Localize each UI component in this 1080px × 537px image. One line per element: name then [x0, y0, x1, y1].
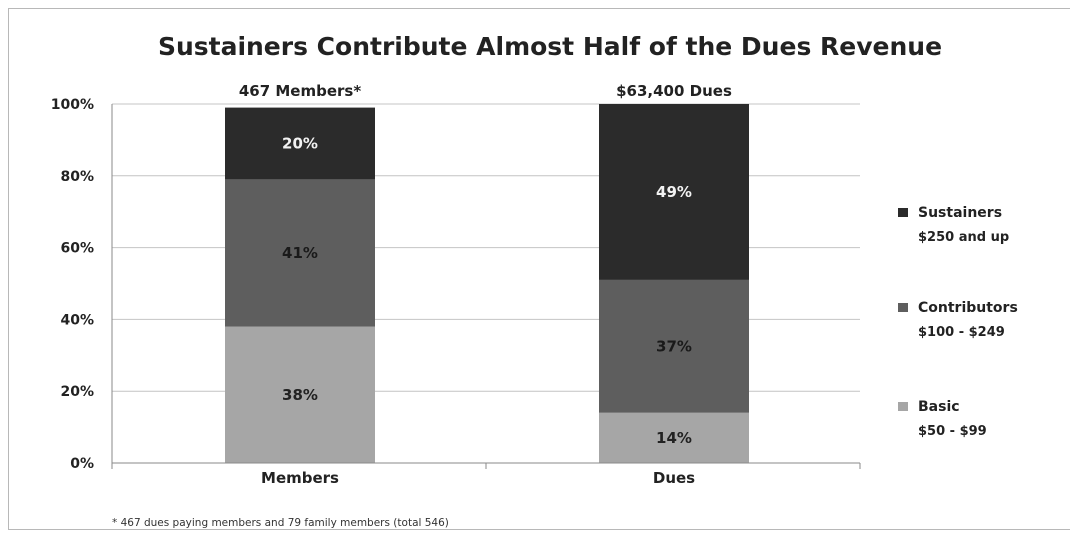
bar-total-label: 467 Members* — [239, 82, 361, 100]
bar-segment-contributors — [599, 279, 749, 413]
bar-segment-sustainers — [599, 104, 749, 280]
data-label: 49% — [656, 183, 692, 201]
x-category-label: Dues — [653, 469, 695, 487]
chart-frame — [8, 8, 1070, 530]
data-label: 14% — [656, 429, 692, 447]
bar-segment-sustainers — [225, 107, 375, 180]
legend-label: Contributors — [918, 300, 1018, 316]
data-label: 20% — [282, 134, 318, 152]
bars: 38% 41% 20% 467 Members* 14% 37% 49% $63,400 Du… — [225, 82, 749, 463]
y-tick-label: 40% — [60, 312, 94, 328]
y-tick-label: 20% — [60, 384, 94, 400]
chart-title: Sustainers Contribute Almost Half of the… — [158, 32, 942, 61]
bar-segment-basic — [225, 326, 375, 463]
bar-segment-basic — [599, 412, 749, 463]
bar-segment-contributors — [225, 179, 375, 327]
legend-swatch-contributors — [898, 303, 908, 312]
legend-label: Basic — [918, 399, 960, 415]
y-tick-label: 100% — [51, 97, 94, 113]
y-tick-label: 80% — [60, 169, 94, 185]
legend-range: $50 - $99 — [918, 424, 987, 439]
legend-label: Sustainers — [918, 205, 1002, 221]
legend-swatch-basic — [898, 402, 908, 411]
legend-range: $100 - $249 — [918, 325, 1005, 340]
data-label: 41% — [282, 244, 318, 262]
data-label: 38% — [282, 386, 318, 404]
footnote: * 467 dues paying members and 79 family … — [112, 517, 449, 529]
y-tick-label: 60% — [60, 241, 94, 257]
data-label: 37% — [656, 337, 692, 355]
legend-swatch-sustainers — [898, 208, 908, 217]
legend-range: $250 and up — [918, 230, 1009, 245]
y-tick-label: 0% — [70, 456, 94, 472]
x-category-label: Members — [261, 469, 339, 487]
axes: Members Dues — [111, 104, 861, 487]
bar-total-label: $63,400 Dues — [616, 82, 732, 100]
legend: Sustainers $250 and up Contributors $100 - … — [898, 205, 1018, 439]
y-axis-ticks: 0% 20% 40% 60% 80% 100% — [51, 97, 94, 472]
